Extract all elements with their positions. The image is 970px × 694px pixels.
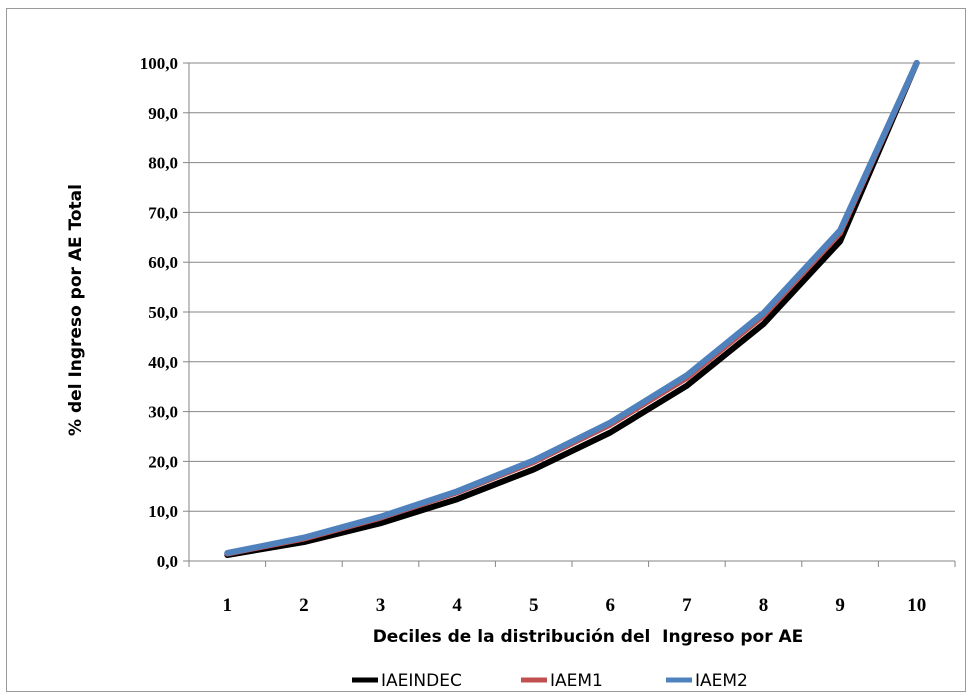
series-line-iaem1 <box>224 60 920 557</box>
x-tick-label: 6 <box>606 595 616 616</box>
y-tick-label: 20,0 <box>148 452 178 471</box>
x-tick-label: 5 <box>529 595 539 616</box>
legend-label: IAEINDEC <box>381 671 462 691</box>
series-line-iaeindec <box>224 60 920 558</box>
x-tick-label: 8 <box>759 595 769 616</box>
x-tick-label: 10 <box>907 595 926 616</box>
x-axis-title: Deciles de la distribución del Ingreso p… <box>373 627 804 647</box>
y-tick-labels: 0,0 10,0 20,0 30,0 40,0 50,0 60,0 70,0 80,0 90,0 1… <box>140 54 178 571</box>
y-tick-label: 60,0 <box>148 253 178 272</box>
x-tick-label: 1 <box>223 595 233 616</box>
x-tick-label: 2 <box>299 595 309 616</box>
x-tick-labels: 1 2 3 4 5 6 7 8 9 10 <box>223 595 927 616</box>
legend: IAEINDEC IAEM1 IAEM2 <box>352 671 748 691</box>
y-tick-label: 0,0 <box>157 552 178 571</box>
y-tick-label: 40,0 <box>148 353 178 372</box>
y-tick-label: 10,0 <box>148 502 178 521</box>
y-tick-label: 100,0 <box>140 54 178 73</box>
gridlines <box>189 62 955 512</box>
legend-label: IAEM1 <box>550 671 603 691</box>
y-tick-label: 90,0 <box>148 104 178 123</box>
y-axis-title: % del Ingreso por AE Total <box>66 184 86 436</box>
y-tick-label: 50,0 <box>148 303 178 322</box>
axes <box>183 62 956 567</box>
x-tick-label: 9 <box>835 595 845 616</box>
legend-label: IAEM2 <box>695 671 748 691</box>
y-tick-label: 30,0 <box>148 403 178 422</box>
chart-frame <box>6 8 966 692</box>
x-tick-label: 7 <box>682 595 692 616</box>
x-tick-label: 3 <box>376 595 386 616</box>
series-lines <box>224 60 920 558</box>
series-line-iaem2 <box>224 60 920 556</box>
y-tick-label: 70,0 <box>148 203 178 222</box>
y-tick-label: 80,0 <box>148 154 178 173</box>
x-tick-label: 4 <box>452 595 462 616</box>
